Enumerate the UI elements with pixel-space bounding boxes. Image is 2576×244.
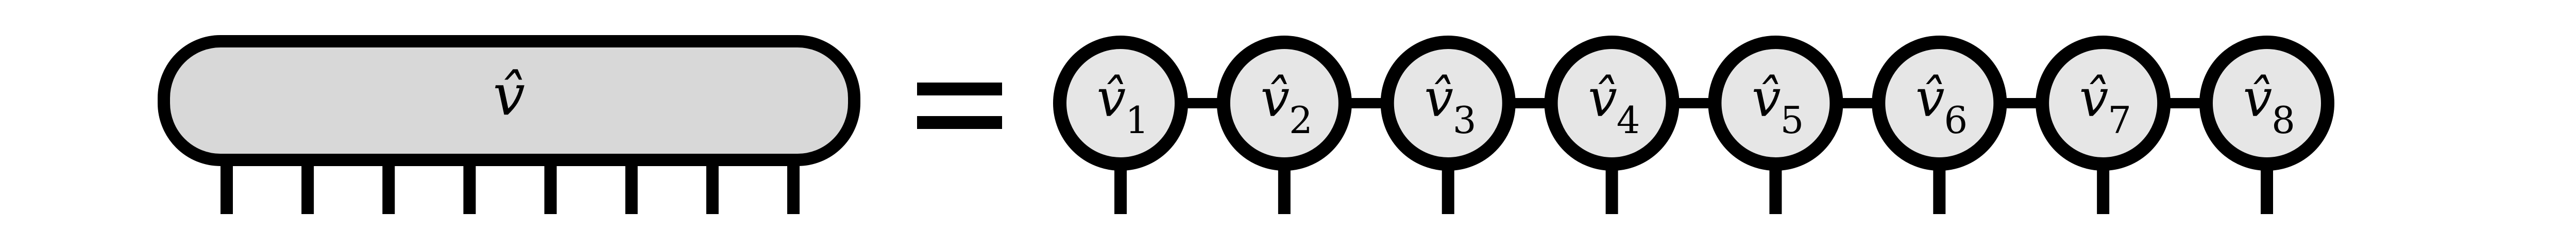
mps-node-subscript: 4 — [1617, 99, 1640, 142]
mps-node-label: v̂ — [1424, 68, 1453, 128]
mps-node-circle — [1872, 36, 2007, 171]
mps-node-circle — [1216, 36, 1352, 171]
mps-node: v̂7 — [2036, 36, 2171, 171]
mps-node: v̂3 — [1380, 36, 1516, 171]
mps-node-circle — [1380, 36, 1516, 171]
mps-node-label: v̂ — [1097, 68, 1126, 128]
mps-node: v̂6 — [1872, 36, 2007, 171]
mps-node: v̂4 — [1544, 36, 1680, 171]
mps-nodes: v̂1 v̂2 v̂3 v̂4 v̂5 v̂6 v̂7 v̂8 — [1053, 36, 2334, 171]
mps-node-subscript: 8 — [2272, 99, 2295, 142]
mps-node-label: v̂ — [1588, 68, 1617, 128]
mps-node-subscript: 2 — [1289, 99, 1313, 142]
left-tensor: v̂ — [158, 35, 860, 214]
equals-symbol: = — [0, 0, 1, 1]
mps-node-circle — [1544, 36, 1680, 171]
mps-node-subscript: 5 — [1781, 99, 1804, 142]
mps-node-subscript: 6 — [1944, 99, 1968, 142]
mps-node-circle — [2199, 36, 2334, 171]
mps-physical-legs — [1114, 164, 2273, 214]
equals-bar-bottom — [917, 116, 1002, 129]
mps-node: v̂8 — [2199, 36, 2334, 171]
left-tensor-label: v̂ — [493, 62, 525, 128]
mps-node-circle — [2036, 36, 2171, 171]
mps-node: v̂5 — [1708, 36, 1843, 171]
mps-node-subscript: 7 — [2108, 99, 2131, 142]
mps-node-subscript: 3 — [1453, 99, 1477, 142]
mps-node-label: v̂ — [2079, 68, 2109, 128]
mps-node-label: v̂ — [1916, 68, 1945, 128]
mps-node-circle — [1708, 36, 1843, 171]
mps-node-circle — [1053, 36, 1188, 171]
mps-node-label: v̂ — [1752, 68, 1781, 128]
mps-chain: v̂1 v̂2 v̂3 v̂4 v̂5 v̂6 v̂7 v̂8 — [1053, 36, 2334, 214]
equals-sign: = — [0, 0, 1002, 129]
left-tensor-box — [158, 35, 860, 166]
mps-node-subscript: 1 — [1125, 99, 1149, 142]
mps-node-label: v̂ — [1261, 68, 1290, 128]
equals-bar-top — [917, 83, 1002, 95]
mps-node-label: v̂ — [2243, 68, 2273, 128]
mps-node: v̂2 — [1216, 36, 1352, 171]
mps-node: v̂1 — [1053, 36, 1188, 171]
